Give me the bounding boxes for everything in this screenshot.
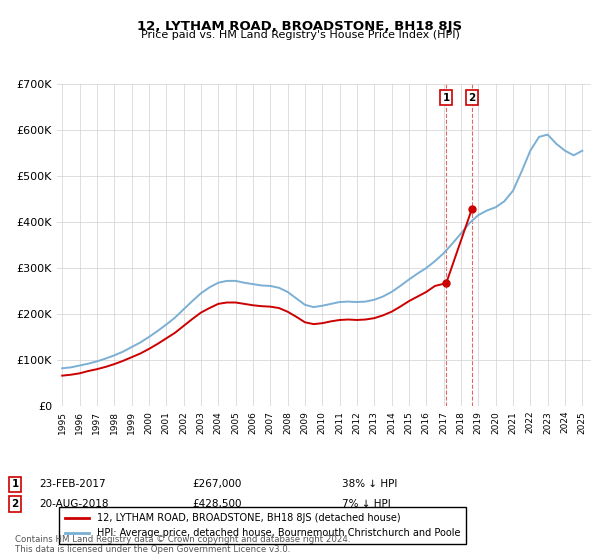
Text: 2: 2 — [11, 499, 19, 509]
Text: 7% ↓ HPI: 7% ↓ HPI — [342, 499, 391, 509]
Legend: 12, LYTHAM ROAD, BROADSTONE, BH18 8JS (detached house), HPI: Average price, deta: 12, LYTHAM ROAD, BROADSTONE, BH18 8JS (d… — [59, 507, 466, 544]
Text: £267,000: £267,000 — [192, 479, 241, 489]
Text: £428,500: £428,500 — [192, 499, 241, 509]
Text: 23-FEB-2017: 23-FEB-2017 — [39, 479, 106, 489]
Text: 2: 2 — [468, 93, 476, 103]
Text: 1: 1 — [11, 479, 19, 489]
Text: 20-AUG-2018: 20-AUG-2018 — [39, 499, 109, 509]
Text: 12, LYTHAM ROAD, BROADSTONE, BH18 8JS: 12, LYTHAM ROAD, BROADSTONE, BH18 8JS — [137, 20, 463, 32]
Text: 38% ↓ HPI: 38% ↓ HPI — [342, 479, 397, 489]
Text: 1: 1 — [443, 93, 450, 103]
Text: Contains HM Land Registry data © Crown copyright and database right 2024.
This d: Contains HM Land Registry data © Crown c… — [15, 535, 350, 554]
Text: Price paid vs. HM Land Registry's House Price Index (HPI): Price paid vs. HM Land Registry's House … — [140, 30, 460, 40]
